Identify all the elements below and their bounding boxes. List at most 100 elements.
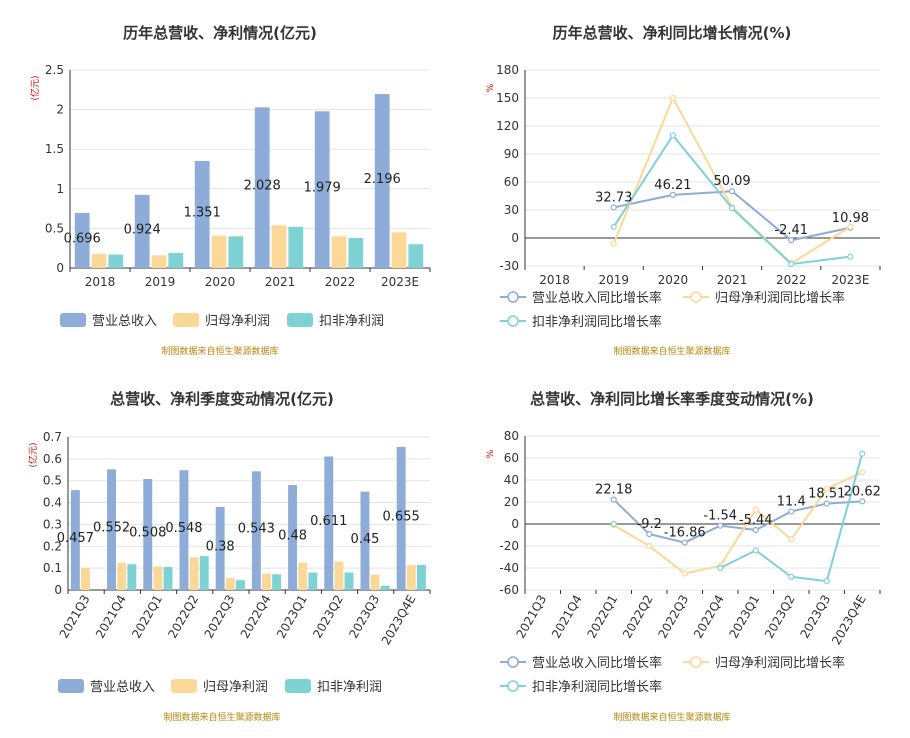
bar-deducted-profit bbox=[163, 567, 173, 590]
x-tick-label: 2021Q4 bbox=[93, 593, 129, 641]
data-label: 0.38 bbox=[206, 539, 235, 554]
bar-deducted-profit bbox=[416, 564, 426, 590]
bar-revenue bbox=[254, 107, 270, 268]
y-tick-label: 0 bbox=[511, 231, 519, 245]
chart-title: 历年总营收、净利情况(亿元) bbox=[123, 24, 317, 42]
y-tick-label: -40 bbox=[499, 561, 519, 575]
x-tick-label: 2022 bbox=[325, 275, 356, 289]
data-point bbox=[681, 539, 688, 546]
bar-net-profit bbox=[262, 573, 271, 590]
legend-swatch bbox=[58, 679, 84, 693]
data-label: 0.543 bbox=[238, 522, 275, 537]
source-note: 制图数据来自恒生聚源数据库 bbox=[163, 711, 280, 723]
y-tick-label: 60 bbox=[504, 451, 519, 465]
bar-revenue bbox=[194, 161, 210, 268]
data-label: 1.979 bbox=[304, 181, 341, 196]
x-tick-label: 2019 bbox=[145, 275, 176, 289]
data-label: 0.45 bbox=[350, 532, 379, 547]
chart-3: 总营收、净利季度变动情况(亿元) (亿元) 0 0.1 0.2 0.3 0.4 0.5 0.6 0… bbox=[27, 390, 431, 723]
data-point bbox=[610, 240, 617, 247]
data-label: 20.62 bbox=[844, 484, 881, 499]
source-note: 制图数据来自恒生聚源数据库 bbox=[613, 711, 730, 723]
bar-net-profit bbox=[81, 568, 90, 590]
y-tick-label: 120 bbox=[496, 119, 519, 133]
chart-title: 总营收、净利同比增长率季度变动情况(%) bbox=[530, 390, 814, 408]
y-tick-label: 0.1 bbox=[43, 561, 62, 575]
y-tick-label: -60 bbox=[499, 583, 519, 597]
legend: 营业总收入 归母净利润 扣非净利润 bbox=[58, 679, 382, 695]
data-point bbox=[859, 498, 866, 505]
bar-deducted-profit bbox=[408, 244, 424, 268]
legend-marker bbox=[690, 656, 702, 668]
y-tick-label: 150 bbox=[496, 91, 519, 105]
data-point bbox=[610, 204, 617, 211]
y-tick-label: 1.5 bbox=[45, 142, 64, 156]
x-tick-label: 2022 bbox=[776, 273, 807, 287]
bar-revenue bbox=[179, 470, 189, 590]
y-tick-label: 0 bbox=[54, 583, 62, 597]
x-tick-label: 2023E bbox=[381, 275, 419, 289]
data-point bbox=[669, 94, 677, 102]
data-label: -9.2 bbox=[637, 517, 662, 532]
bar-revenue bbox=[215, 506, 225, 590]
legend-swatch bbox=[285, 679, 311, 693]
data-point bbox=[859, 450, 866, 457]
bar-net-profit bbox=[225, 577, 235, 590]
legend-label: 营业总收入同比增长率 bbox=[532, 655, 662, 671]
legend-label: 营业总收入同比增长率 bbox=[532, 290, 662, 306]
x-tick-label: 2021Q4 bbox=[549, 593, 585, 641]
bar-revenue bbox=[314, 111, 330, 268]
legend-label: 扣非净利润同比增长率 bbox=[532, 679, 662, 695]
legend-label: 扣非净利润 bbox=[317, 680, 382, 695]
data-label: -2.41 bbox=[774, 223, 808, 238]
y-tick-label: 30 bbox=[504, 203, 519, 217]
x-tick-label: 2023Q4E bbox=[829, 593, 869, 648]
data-point bbox=[859, 469, 866, 476]
bar-deducted-profit bbox=[108, 254, 124, 268]
x-tick-label: 2023Q2 bbox=[762, 593, 798, 641]
series-line-1 bbox=[613, 498, 863, 544]
x-tick-label: 2022Q4 bbox=[691, 593, 727, 641]
bar-revenue bbox=[74, 212, 90, 268]
bar-revenue bbox=[134, 194, 150, 268]
bar-deducted-profit bbox=[344, 572, 354, 590]
legend-marker bbox=[507, 656, 519, 668]
legend-label: 归母净利润 bbox=[203, 680, 268, 695]
y-tick-label: 0.5 bbox=[45, 221, 64, 235]
bar-revenue bbox=[396, 446, 406, 590]
bar-net-profit bbox=[391, 232, 407, 268]
x-tick-label: 2022Q3 bbox=[655, 593, 691, 641]
bar-revenue bbox=[288, 485, 298, 590]
bar-revenue bbox=[70, 490, 80, 590]
data-label: 18.51 bbox=[808, 487, 845, 502]
data-label: 0.696 bbox=[64, 231, 101, 246]
x-tick-label: 2023Q1 bbox=[726, 593, 762, 641]
y-tick-label: 20 bbox=[504, 495, 519, 509]
data-label: 0.48 bbox=[278, 529, 307, 544]
y-tick-label: -20 bbox=[499, 539, 519, 553]
y-tick-label: 60 bbox=[504, 175, 519, 189]
bar-net-profit bbox=[189, 557, 199, 590]
legend-marker bbox=[507, 315, 519, 327]
data-point bbox=[669, 132, 677, 139]
x-tick-label: 2022Q2 bbox=[620, 593, 656, 641]
data-label: 0.457 bbox=[57, 531, 94, 546]
x-tick-label: 2023Q1 bbox=[274, 593, 310, 641]
bar-deducted-profit bbox=[308, 572, 318, 590]
bar-deducted-profit bbox=[380, 585, 390, 590]
bar-deducted-profit bbox=[348, 237, 364, 268]
data-label: -16.86 bbox=[664, 526, 706, 541]
chart-2: 历年总营收、净利同比增长情况(%)% -30 0 30 60 90 120 150 180 201… bbox=[486, 24, 881, 357]
legend-label: 营业总收入 bbox=[92, 314, 157, 329]
data-label: 2.196 bbox=[364, 172, 401, 187]
bar-net-profit bbox=[211, 235, 227, 268]
bar-net-profit bbox=[298, 562, 308, 590]
x-tick-label: 2020 bbox=[205, 275, 236, 289]
bar-deducted-profit bbox=[168, 252, 184, 268]
source-note: 制图数据来自恒生聚源数据库 bbox=[613, 345, 730, 357]
legend-label: 归母净利润同比增长率 bbox=[715, 655, 845, 671]
data-point bbox=[788, 573, 795, 580]
x-tick-label: 2021 bbox=[265, 275, 296, 289]
x-tick-label: 2023Q3 bbox=[797, 593, 833, 641]
bar-deducted-profit bbox=[127, 564, 137, 590]
